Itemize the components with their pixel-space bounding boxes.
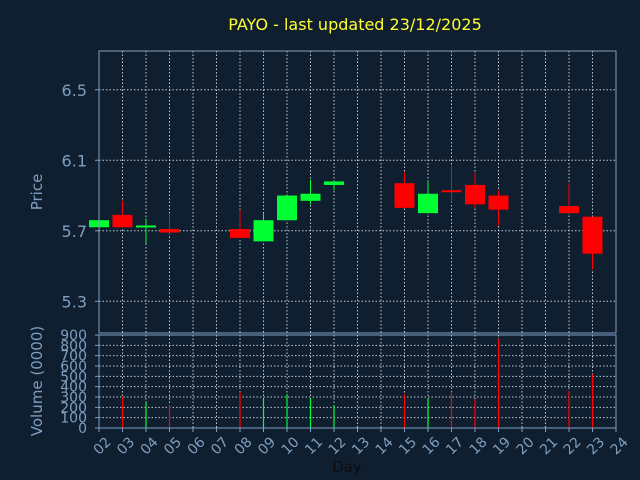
volume-tick-label: 600 (60, 359, 87, 375)
x-tick-label: 07 (208, 434, 232, 458)
x-axis-label: Day (332, 458, 362, 476)
candle-body (300, 193, 321, 201)
x-tick-label: 16 (420, 434, 444, 458)
volume-tick-label: 900 (60, 328, 87, 344)
x-tick-label: 24 (608, 434, 632, 458)
x-tick-label: 14 (373, 434, 397, 458)
x-tick-label: 06 (185, 434, 209, 458)
volume-tick-label: 800 (60, 338, 87, 354)
candle-body (488, 195, 509, 210)
x-tick-label: 04 (138, 434, 162, 458)
volume-tick-label: 200 (60, 400, 87, 416)
volume-tick-label: 100 (60, 411, 87, 427)
price-panel: 5.3 5.7 6.1 6.5 (62, 50, 617, 334)
volume-tick-label: 0 (78, 421, 87, 437)
price-tick-label: 6.5 (62, 81, 87, 100)
candle-body (324, 181, 344, 185)
price-tick-label: 5.7 (62, 222, 87, 241)
x-tick-label: 18 (467, 434, 491, 458)
x-tick-label: 22 (561, 434, 585, 458)
volume-tick-label: 500 (60, 369, 87, 385)
x-tick-label: 10 (279, 434, 303, 458)
volume-tick-label: 300 (60, 390, 87, 406)
x-tick-label: 21 (537, 434, 561, 458)
candle-body (253, 220, 274, 242)
candle-body (418, 193, 438, 214)
candle-body (582, 216, 603, 254)
volume-tick-label: 400 (60, 380, 87, 396)
volume-axis-label: Volume (0000) (28, 326, 46, 436)
candle-body (441, 190, 462, 193)
candle-body (159, 229, 180, 233)
price-tick-label: 5.3 (62, 292, 87, 311)
x-tick-label: 02 (91, 434, 115, 458)
candle-body (465, 184, 485, 205)
x-tick-label: 11 (302, 434, 326, 458)
x-tick-label: 13 (349, 434, 373, 458)
x-tick-label: 05 (161, 434, 185, 458)
candle-body (230, 229, 250, 238)
x-tick-label: 08 (232, 434, 256, 458)
x-tick-label: 03 (114, 434, 138, 458)
x-tick-label: 12 (326, 434, 350, 458)
candle-body (559, 206, 579, 214)
x-tick-label: 20 (514, 434, 538, 458)
price-frame (98, 50, 617, 334)
candle-body (277, 195, 297, 221)
x-tick-label: 23 (584, 434, 608, 458)
price-axis-label: Price (28, 174, 46, 211)
chart-title: PAYO - last updated 23/12/2025 (228, 15, 482, 34)
volume-tick-label: 700 (60, 349, 87, 365)
x-tick-label: 15 (396, 434, 420, 458)
x-tick-label: 19 (490, 434, 514, 458)
x-tick-label: 09 (255, 434, 279, 458)
candle-body (394, 183, 415, 208)
price-tick-label: 6.1 (62, 151, 87, 170)
x-tick-label: 17 (443, 434, 467, 458)
candle-body (112, 214, 133, 228)
candle-body (136, 225, 156, 228)
